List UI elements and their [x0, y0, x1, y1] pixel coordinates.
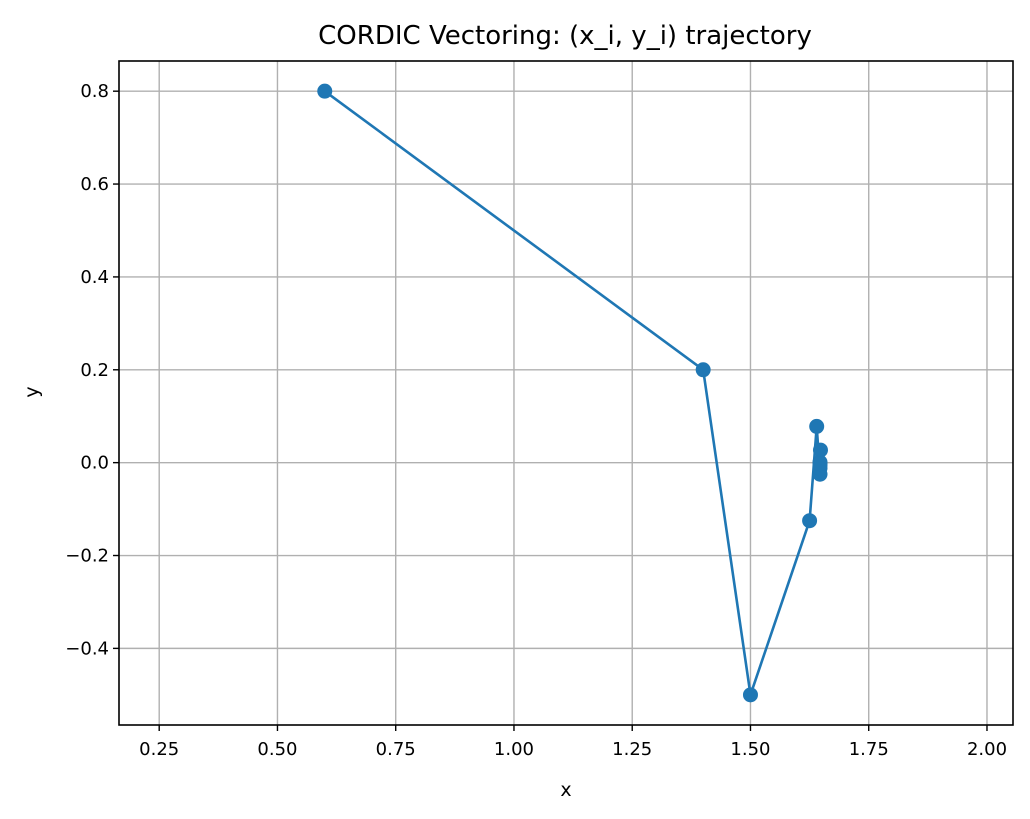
- y-tick-label: 0.0: [80, 453, 109, 474]
- data-point: [812, 456, 828, 472]
- grid: [119, 61, 1013, 725]
- y-tick-label: −0.4: [65, 638, 109, 659]
- x-axis-label: x: [560, 779, 571, 801]
- x-tick-label: 2.00: [967, 739, 1007, 760]
- x-tick-label: 0.75: [376, 739, 416, 760]
- data-point: [812, 442, 828, 458]
- axis-ticks: 0.25 0.50 0.75 1.00 1.25 1.50 1.75 2.00 −0.4 −0.2…: [65, 81, 1007, 760]
- x-tick-label: 0.50: [257, 739, 297, 760]
- x-tick-label: 1.50: [730, 739, 770, 760]
- x-tick-label: 1.25: [612, 739, 652, 760]
- series-line: [323, 90, 822, 697]
- chart-title: CORDIC Vectoring: (x_i, y_i) trajectory: [318, 21, 812, 51]
- x-tick-label: 0.25: [139, 739, 179, 760]
- data-point: [802, 513, 818, 529]
- y-axis-label: y: [21, 386, 43, 397]
- plot-series: [317, 83, 828, 703]
- data-point: [742, 687, 758, 703]
- data-point: [809, 418, 825, 434]
- y-tick-label: 0.8: [80, 81, 109, 102]
- x-tick-label: 1.00: [494, 739, 534, 760]
- y-tick-label: −0.2: [65, 546, 109, 567]
- y-tick-label: 0.4: [80, 267, 109, 288]
- data-point: [317, 83, 333, 99]
- y-tick-label: 0.6: [80, 174, 109, 195]
- y-tick-label: 0.2: [80, 360, 109, 381]
- x-tick-label: 1.75: [849, 739, 889, 760]
- data-point: [695, 362, 711, 378]
- plot-frame: [118, 60, 1014, 726]
